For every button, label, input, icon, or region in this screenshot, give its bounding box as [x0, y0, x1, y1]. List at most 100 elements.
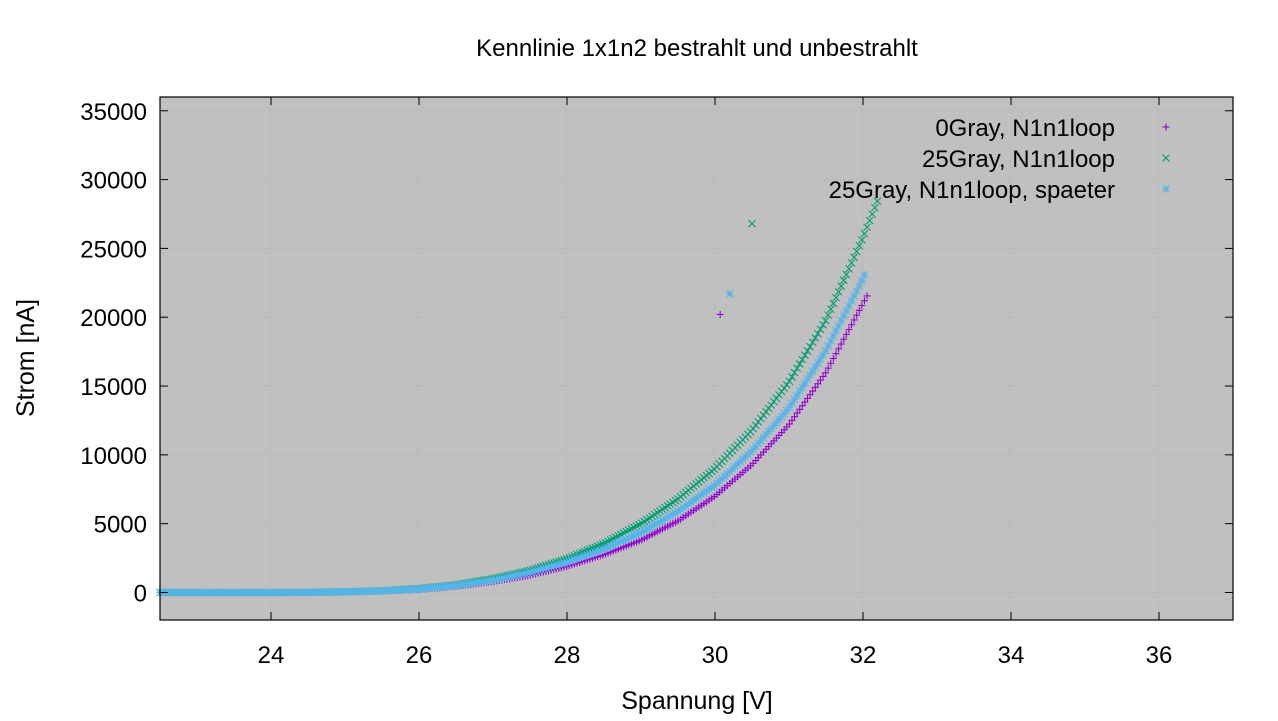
data-point	[785, 377, 794, 386]
data-series	[156, 197, 882, 597]
data-point	[860, 270, 869, 279]
data-point	[848, 321, 856, 329]
data-point-outlier	[725, 289, 734, 298]
legend-label: 25Gray, N1n1loop, spaeter	[829, 177, 1115, 204]
data-point	[808, 338, 817, 347]
data-point	[767, 401, 776, 409]
data-point	[829, 299, 838, 308]
data-point	[837, 340, 845, 348]
y-tick-label: 15000	[80, 374, 147, 401]
data-point	[806, 391, 814, 399]
series-3	[156, 270, 869, 597]
data-point	[858, 302, 866, 310]
data-point	[795, 387, 804, 396]
data-point-outlier	[748, 219, 756, 228]
data-point	[796, 405, 804, 413]
data-point	[852, 247, 861, 256]
data-point	[798, 383, 807, 392]
data-point	[777, 387, 786, 396]
data-point-outlier	[716, 310, 724, 318]
data-point	[785, 420, 793, 428]
data-point	[840, 335, 848, 343]
y-tick-label: 30000	[80, 168, 147, 195]
data-point	[824, 364, 832, 372]
data-point	[751, 421, 760, 430]
legend-marker	[1162, 185, 1170, 193]
data-point	[865, 216, 874, 225]
data-point	[842, 270, 851, 279]
data-point	[795, 360, 804, 368]
data-point	[855, 241, 864, 250]
plot-area	[160, 97, 1233, 620]
data-point	[749, 424, 757, 433]
data-point	[853, 311, 861, 319]
data-point	[827, 359, 835, 367]
y-tick-label: 5000	[94, 512, 147, 539]
data-point	[782, 380, 791, 389]
data-point	[798, 355, 807, 364]
data-point	[819, 372, 827, 380]
data-point	[868, 210, 877, 219]
data-point	[822, 369, 830, 377]
legend-marker	[1162, 123, 1170, 131]
data-point	[826, 305, 835, 314]
data-point	[769, 397, 778, 406]
data-point	[863, 223, 871, 232]
chart-title: Kennlinie 1x1n2 bestrahlt und unbestrahl…	[476, 35, 918, 62]
x-tick-label: 26	[406, 642, 433, 669]
data-point	[814, 380, 822, 388]
data-point	[798, 402, 806, 410]
y-tick-label: 25000	[80, 236, 147, 263]
x-tick-label: 28	[554, 642, 581, 669]
data-point	[813, 329, 822, 338]
data-point	[824, 311, 833, 319]
data-point	[816, 325, 825, 334]
data-point	[860, 297, 868, 305]
data-point	[780, 384, 789, 393]
data-point	[819, 321, 827, 329]
data-point	[793, 364, 802, 373]
data-point	[837, 282, 846, 290]
data-point	[809, 387, 817, 395]
data-point	[863, 292, 871, 300]
data-point	[791, 413, 799, 421]
data-point	[873, 197, 882, 206]
legend: 0Gray, N1n1loop 25Gray, N1n1loop 25Gray, N…	[829, 115, 1170, 204]
data-point	[804, 394, 811, 402]
data-point	[832, 350, 840, 358]
data-point	[870, 203, 879, 212]
data-point	[788, 416, 796, 424]
legend-label: 25Gray, N1n1loop	[922, 146, 1115, 173]
x-tick-label: 32	[850, 642, 877, 669]
data-point	[764, 404, 773, 413]
y-tick-label: 20000	[80, 305, 147, 332]
x-axis-label: Spannung [V]	[621, 687, 773, 715]
data-point	[834, 287, 843, 296]
data-point	[858, 235, 866, 244]
data-point	[790, 368, 799, 377]
x-tick-label: 34	[998, 642, 1025, 669]
data-point	[772, 394, 781, 403]
grid-lines	[160, 97, 1233, 620]
data-point	[756, 414, 765, 423]
data-point	[811, 334, 820, 342]
data-point	[858, 276, 866, 285]
axis-ticks: 24 26 28 30 32 34 36 0 5000 10000 15000 20000 25000 3…	[80, 97, 1233, 669]
data-point	[754, 417, 763, 426]
data-point	[801, 398, 809, 406]
data-point	[832, 293, 840, 302]
data-point	[821, 316, 830, 325]
x-tick-label: 30	[702, 642, 729, 669]
data-point	[829, 355, 837, 362]
y-tick-label: 10000	[80, 443, 147, 470]
data-point	[855, 306, 863, 314]
data-point	[788, 373, 796, 381]
data-point	[847, 259, 856, 267]
data-point	[793, 409, 801, 417]
data-point	[850, 316, 858, 324]
data-point	[845, 326, 853, 334]
y-axis-label: Strom [nA]	[12, 299, 40, 417]
data-point	[845, 264, 853, 273]
data-point	[759, 411, 768, 420]
